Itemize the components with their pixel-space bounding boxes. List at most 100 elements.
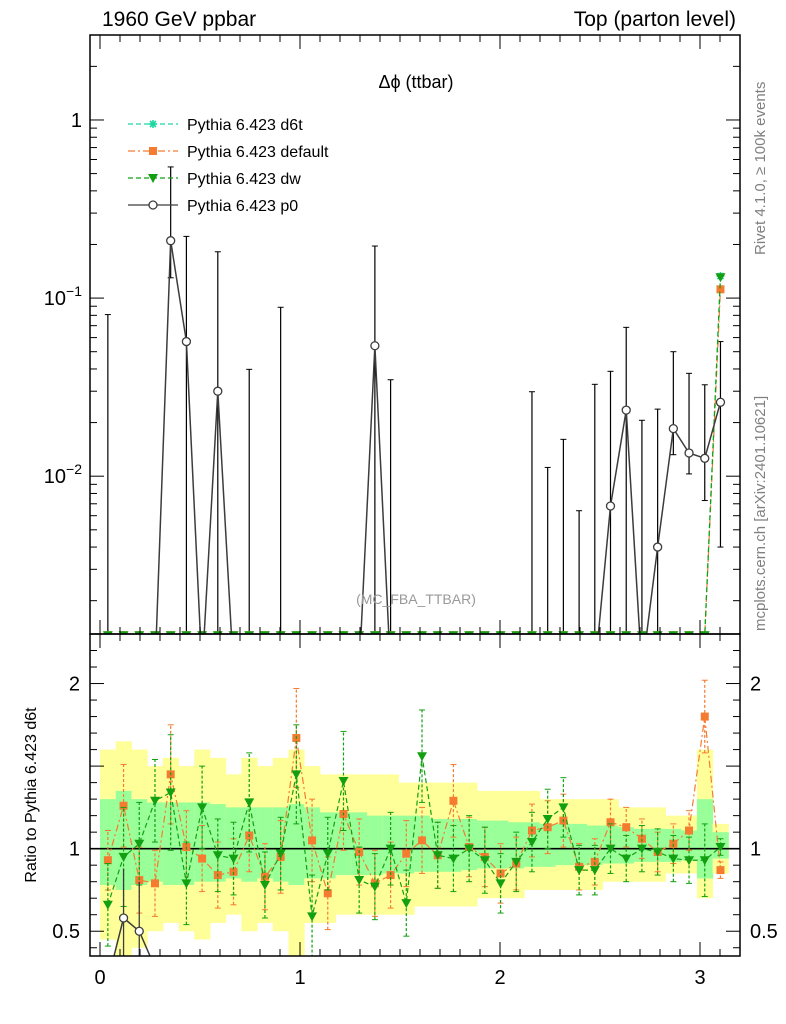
ratio-y-tick-label-left: 1: [69, 839, 80, 861]
main-point: [464, 631, 475, 634]
main-point: [652, 631, 663, 634]
ratio-point: [386, 871, 395, 880]
main-point: [715, 273, 726, 283]
legend-marker-1: [149, 147, 157, 155]
ratio-point: [385, 844, 396, 854]
ratio-point: [119, 801, 128, 810]
ratio-frame: [89, 633, 741, 957]
ratio-point: [542, 814, 553, 824]
main-p0-point: [668, 423, 678, 434]
ratio-point: [338, 776, 349, 786]
ratio-point: [606, 818, 615, 827]
ratio-point: [149, 796, 160, 806]
ratio-point: [291, 770, 302, 780]
ratio-point: [118, 852, 129, 862]
ratio-point: [307, 912, 318, 922]
main-p0-point: [715, 397, 726, 407]
main-point: [244, 631, 255, 634]
main-point: [542, 631, 553, 634]
legend-label-3: Pythia 6.423 p0: [187, 198, 298, 215]
legend-marker-0: [149, 120, 157, 128]
main-plot-area: [102, 166, 726, 634]
ratio-point: [715, 843, 726, 853]
ratio-band-green: [319, 812, 337, 879]
ratio-point: [103, 856, 112, 865]
main-point: [605, 631, 616, 634]
x-tick-label: 0: [94, 967, 105, 989]
plot-title: Δϕ (ttbar): [378, 72, 453, 92]
ratio-point: [495, 879, 506, 889]
ratio-point: [229, 867, 238, 876]
mcplots-label: mcplots.cern.ch [arXiv:2401.10621]: [752, 395, 769, 631]
ratio-point: [402, 849, 411, 858]
main-p0-point: [621, 405, 631, 415]
ratio-point: [668, 854, 679, 864]
ratio-point: [418, 836, 427, 845]
watermark-text: (MC_FBA_TTBAR): [356, 591, 476, 607]
ratio-point: [605, 844, 616, 854]
ratio-band-green: [539, 823, 557, 867]
legend-label-0: Pythia 6.423 d6t: [187, 117, 303, 134]
ratio-point: [479, 856, 490, 866]
main-line-p0: [155, 240, 722, 634]
legend-marker-0-d2: [149, 120, 157, 128]
ratio-point: [716, 866, 725, 875]
main-point: [354, 631, 365, 634]
main-point: [716, 285, 725, 294]
ratio-point: [198, 854, 207, 863]
main-point: [417, 631, 428, 634]
ratio-plot-area: [90, 679, 740, 956]
ratio-point: [135, 876, 144, 885]
ratio-point: [526, 838, 537, 848]
main-p0-point: [605, 501, 616, 511]
main-point: [197, 631, 208, 634]
main-point: [432, 631, 443, 634]
main-point: [212, 631, 223, 634]
x-tick-label: 1: [294, 967, 305, 989]
ratio-point: [496, 869, 505, 878]
ratio-line-p0: [113, 916, 151, 956]
ratio-band-green: [257, 807, 274, 879]
main-point: [699, 631, 710, 634]
main-y-tick-label: 1: [71, 110, 82, 132]
main-point: [275, 631, 286, 634]
main-point: [102, 631, 113, 634]
ratio-point: [322, 849, 333, 859]
ratio-point: [684, 856, 695, 866]
ratio-point: [244, 798, 255, 808]
ratio-point: [699, 856, 710, 866]
header-left: 1960 GeV ppbar: [102, 8, 257, 31]
legend-marker-3: [148, 200, 158, 210]
legend-label-2: Pythia 6.423 dw: [187, 171, 301, 188]
x-tick-label: 2: [494, 967, 505, 989]
main-point: [149, 631, 160, 634]
main-p0-point: [166, 236, 176, 246]
main-point: [307, 631, 318, 634]
main-y-tick-label: 10−2: [44, 461, 82, 488]
ratio-y-tick-label-left: 0.5: [52, 921, 80, 943]
ratio-point: [165, 788, 176, 798]
main-p0-point: [370, 341, 380, 351]
ratio-point: [448, 854, 459, 864]
main-point: [621, 631, 632, 634]
ratio-point: [700, 712, 709, 721]
legend-label-1: Pythia 6.423 default: [187, 144, 329, 161]
main-line-1: [704, 289, 722, 634]
ratio-point: [636, 844, 647, 854]
main-point: [574, 631, 585, 634]
ratio-point: [652, 847, 663, 857]
ratio-point: [511, 857, 522, 867]
ratio-point: [323, 889, 332, 898]
main-point: [134, 631, 145, 634]
ratio-point: [432, 851, 443, 861]
ratio-band-green: [367, 815, 384, 876]
ratio-y-tick-label-left: 2: [69, 674, 80, 696]
header-right: Top (parton level): [573, 8, 736, 31]
main-point: [401, 631, 412, 634]
ratio-band-green: [288, 804, 305, 885]
ratio-band-green: [492, 820, 509, 869]
main-point: [495, 631, 506, 634]
ratio-point: [464, 844, 475, 854]
main-p0-point: [213, 386, 223, 396]
legend-marker-2: [148, 174, 158, 183]
